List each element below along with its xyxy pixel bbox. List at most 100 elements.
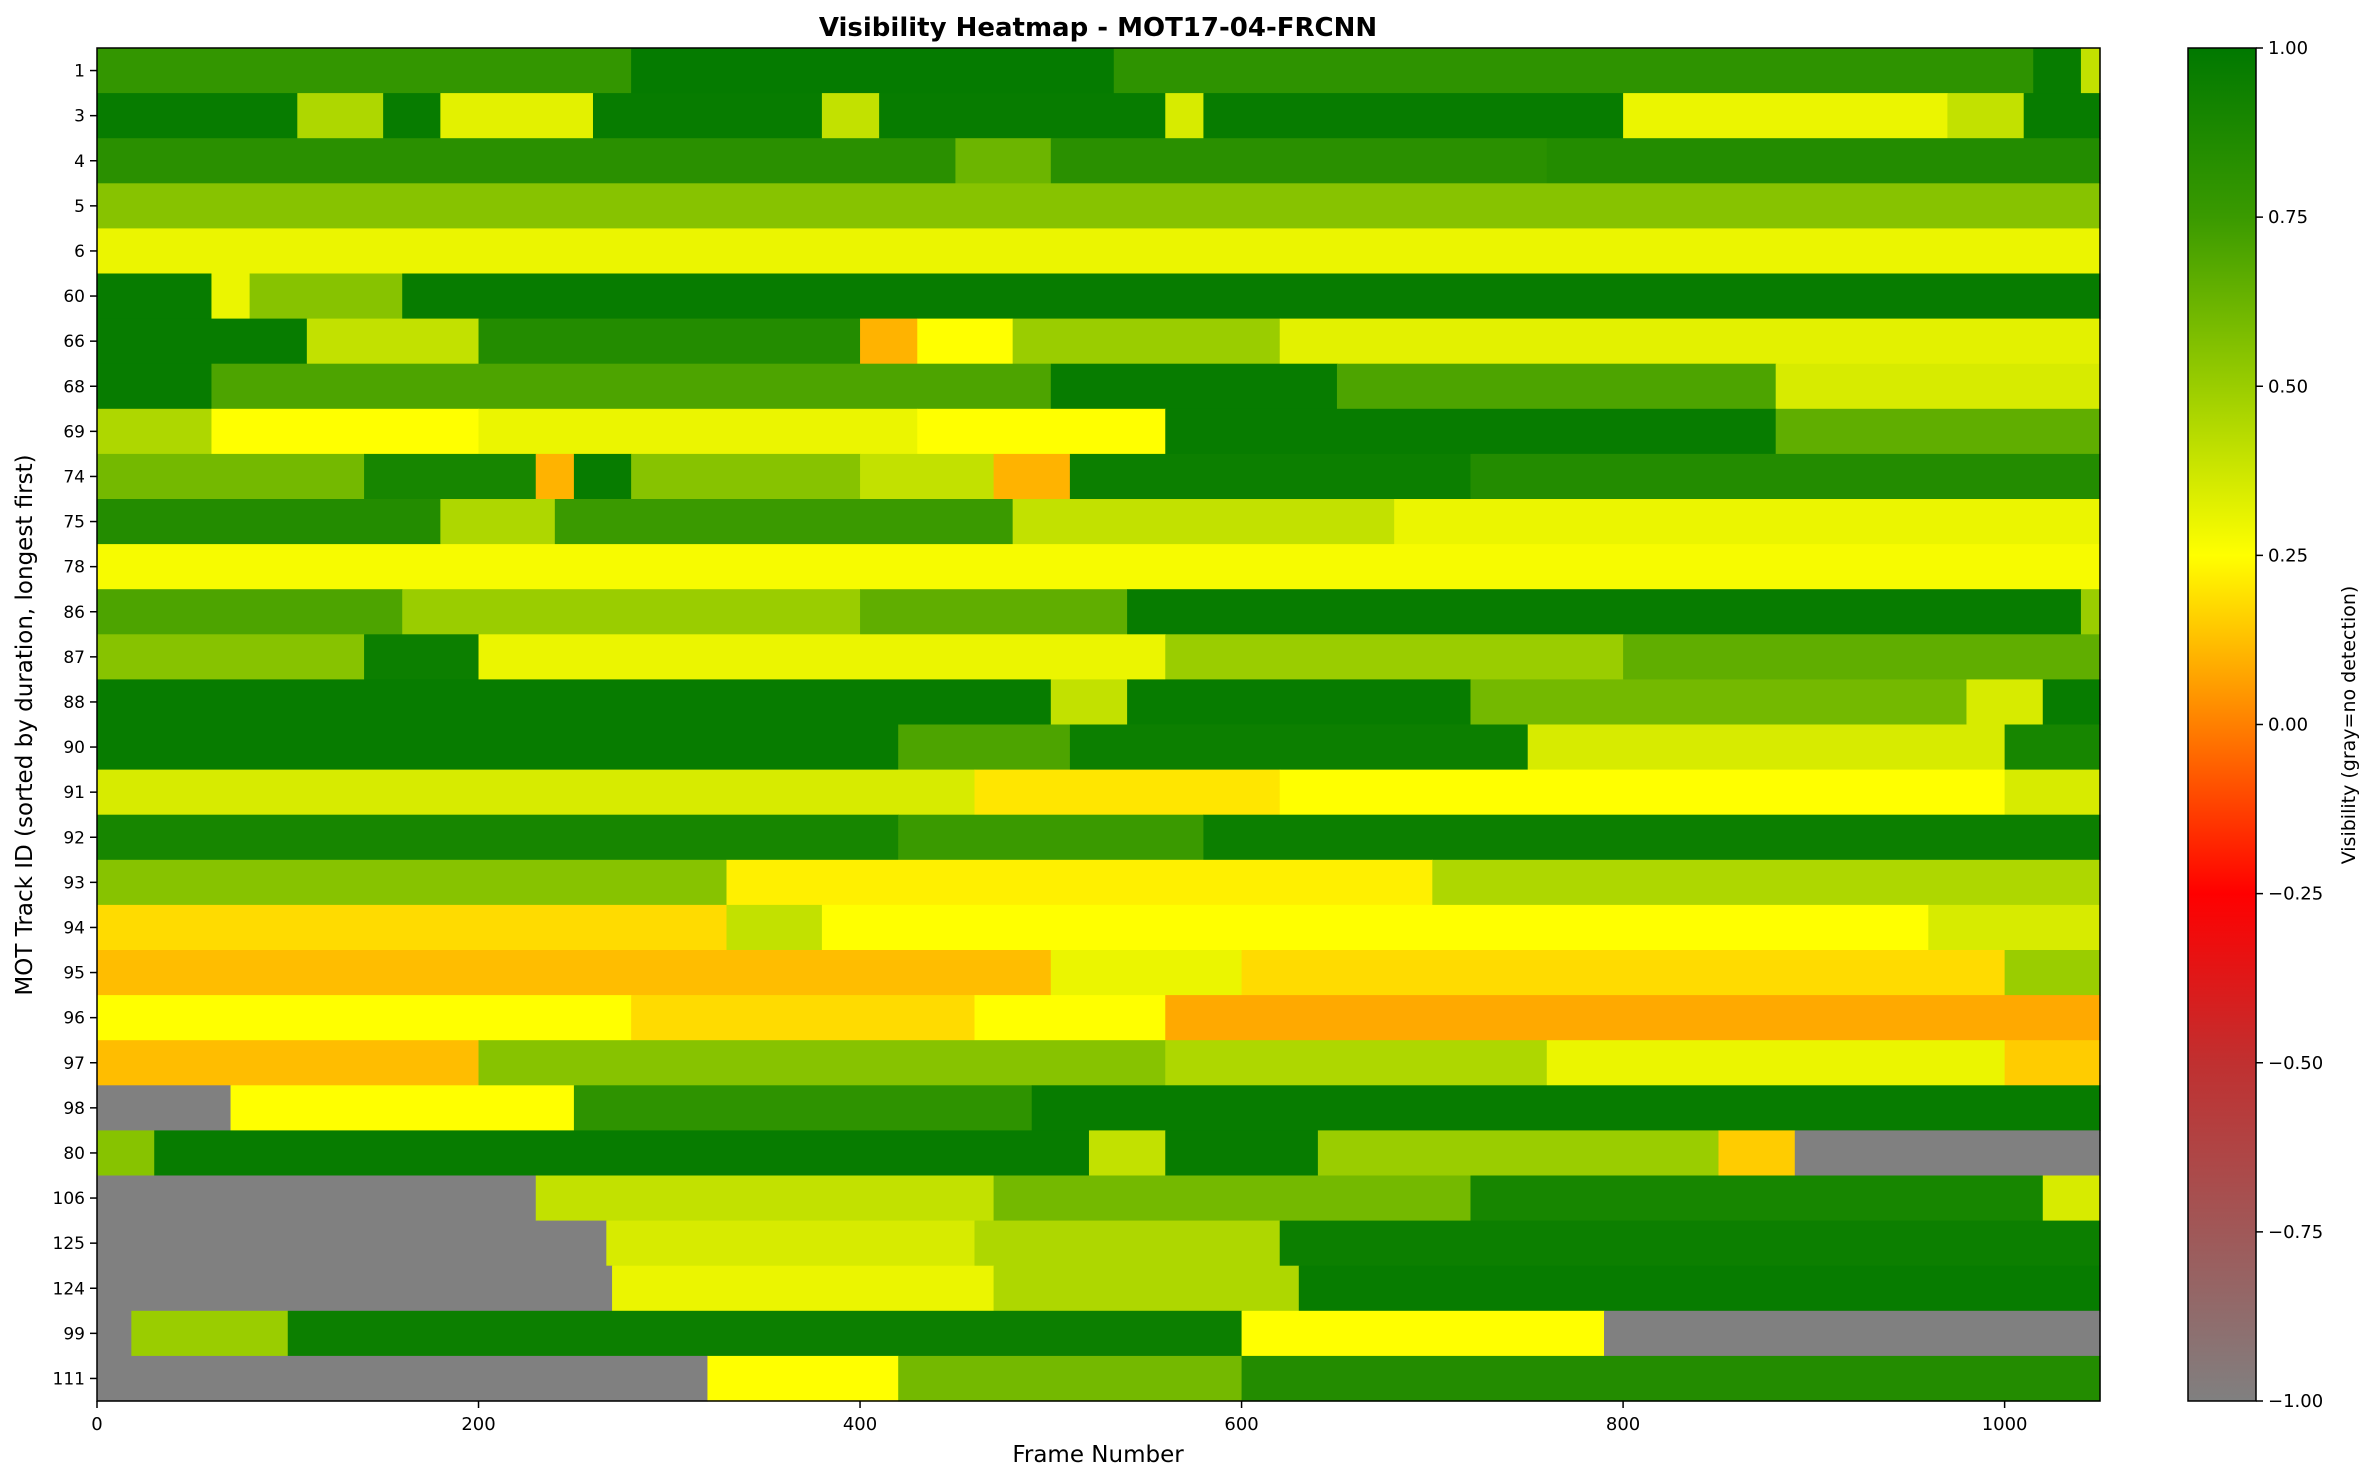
cell-track-68-seg-4 <box>1775 363 2101 410</box>
cell-track-60-seg-3 <box>402 273 2101 320</box>
y-tick-label: 66 <box>63 332 85 352</box>
cell-track-106-seg-1 <box>535 1175 995 1222</box>
cell-track-1-seg-0 <box>97 48 632 94</box>
colorbar-tick-label: −0.50 <box>2268 1053 2323 1074</box>
cell-track-124-seg-1 <box>612 1265 995 1312</box>
cell-track-91-seg-0 <box>97 769 976 816</box>
cell-track-3-seg-3 <box>440 93 594 139</box>
cell-track-88-seg-5 <box>2042 679 2101 726</box>
x-tick-label: 200 <box>461 1414 495 1435</box>
cell-track-96-seg-3 <box>1165 995 2101 1041</box>
cell-track-60-seg-1 <box>211 273 251 320</box>
cell-track-90-seg-1 <box>898 724 1071 771</box>
cell-track-74-seg-6 <box>993 453 1071 500</box>
cell-track-68-seg-0 <box>97 363 213 410</box>
cell-track-1-seg-1 <box>631 48 1115 94</box>
y-tick-label: 125 <box>53 1234 85 1254</box>
y-tick-label: 90 <box>63 738 85 758</box>
cell-track-111-seg-1 <box>707 1355 899 1402</box>
y-tick-label: 6 <box>74 242 85 262</box>
cell-track-92-seg-2 <box>1203 814 2101 861</box>
x-axis-label: Frame Number <box>1012 1442 1184 1468</box>
cell-track-97-seg-1 <box>478 1040 1166 1086</box>
cell-track-66-seg-6 <box>1279 318 2101 365</box>
cell-track-96-seg-0 <box>97 995 632 1041</box>
cell-track-1-seg-4 <box>2080 48 2101 94</box>
y-axis-ticks: 1 3 4 5 6 60 66 68 69 74 75 78 86 87 88 90 91 92 93 94 95 96 9… <box>53 62 97 1389</box>
cell-track-74-seg-7 <box>1069 453 1472 500</box>
cell-track-75-seg-0 <box>97 499 441 545</box>
cell-track-75-seg-1 <box>440 499 556 545</box>
cell-track-80-seg-2 <box>1088 1130 1166 1177</box>
y-tick-label: 95 <box>63 964 85 984</box>
cell-track-3-seg-8 <box>1203 93 1624 139</box>
cell-track-125-seg-2 <box>974 1220 1281 1267</box>
colorbar-tick-label: −0.25 <box>2268 884 2323 905</box>
cell-track-80-seg-1 <box>154 1130 1090 1177</box>
cell-track-60-seg-0 <box>97 273 213 320</box>
x-tick-label: 400 <box>843 1414 877 1435</box>
cell-track-88-seg-0 <box>97 679 1052 726</box>
cell-track-3-seg-11 <box>2023 93 2101 139</box>
cell-track-66-seg-0 <box>97 318 308 365</box>
cell-track-3-seg-4 <box>592 93 823 139</box>
x-tick-label: 0 <box>91 1414 102 1435</box>
cell-track-80-seg-4 <box>1317 1130 1720 1177</box>
cell-track-106-seg-3 <box>1470 1175 2044 1222</box>
cell-track-4-seg-0 <box>97 138 957 184</box>
cell-track-111-seg-2 <box>898 1355 1243 1402</box>
cell-track-99-seg-4 <box>1604 1310 2101 1357</box>
cell-track-90-seg-3 <box>1527 724 2006 771</box>
cell-track-97-seg-2 <box>1165 1040 1548 1086</box>
cell-track-3-seg-5 <box>821 93 880 139</box>
cell-track-90-seg-0 <box>97 724 899 771</box>
cell-track-94-seg-1 <box>726 904 823 951</box>
y-tick-label: 69 <box>63 422 85 442</box>
x-tick-label: 600 <box>1224 1414 1258 1435</box>
cell-track-88-seg-4 <box>1966 679 2044 726</box>
y-tick-label: 88 <box>63 693 85 713</box>
cell-track-69-seg-0 <box>97 408 213 455</box>
cell-track-111-seg-3 <box>1241 1355 2101 1402</box>
cell-track-80-seg-3 <box>1165 1130 1319 1177</box>
cell-track-97-seg-4 <box>2004 1040 2101 1086</box>
colorbar-tick-label: 1.00 <box>2268 38 2308 59</box>
cell-track-1-seg-2 <box>1113 48 2034 94</box>
y-tick-label: 4 <box>74 152 85 172</box>
y-tick-label: 97 <box>63 1054 85 1074</box>
colorbar-tick-label: 0.75 <box>2268 207 2308 228</box>
cell-track-4-seg-2 <box>1050 138 1548 184</box>
cell-track-5-seg-0 <box>97 183 2101 229</box>
cell-track-3-seg-2 <box>383 93 441 139</box>
cell-track-74-seg-0 <box>97 453 365 500</box>
cell-track-86-seg-2 <box>860 589 1128 635</box>
cell-track-93-seg-2 <box>1432 859 2101 906</box>
plot-frame <box>96 47 2101 1402</box>
cell-track-97-seg-3 <box>1546 1040 2006 1086</box>
cell-track-4-seg-1 <box>955 138 1052 184</box>
cell-track-92-seg-1 <box>898 814 1205 861</box>
y-tick-label: 99 <box>63 1324 85 1344</box>
y-tick-label: 68 <box>63 377 85 397</box>
cell-track-87-seg-0 <box>97 634 365 680</box>
cell-track-88-seg-2 <box>1127 679 1472 726</box>
cell-track-69-seg-1 <box>211 408 480 455</box>
cell-track-66-seg-5 <box>1012 318 1281 365</box>
colorbar-ticks: 1.00 0.75 0.50 0.25 0.00 −0.25 −0.50 −0.75 −1.00 <box>2256 38 2323 1412</box>
cell-track-99-seg-3 <box>1241 1310 1605 1357</box>
cell-track-74-seg-8 <box>1470 453 2101 500</box>
heatmap-cells <box>97 48 2101 1402</box>
cell-track-125-seg-0 <box>97 1220 607 1267</box>
cell-track-98-seg-3 <box>1031 1085 2101 1131</box>
cell-track-106-seg-2 <box>993 1175 1472 1222</box>
y-tick-label: 111 <box>53 1369 85 1389</box>
cell-track-3-seg-9 <box>1623 93 1948 139</box>
y-tick-label: 92 <box>63 828 85 848</box>
cell-track-78-seg-0 <box>97 544 2101 590</box>
y-tick-label: 75 <box>63 513 85 533</box>
y-tick-label: 98 <box>63 1099 85 1119</box>
cell-track-3-seg-6 <box>879 93 1166 139</box>
cell-track-87-seg-4 <box>1623 634 2101 680</box>
colorbar-tick-label: −1.00 <box>2268 1391 2323 1412</box>
